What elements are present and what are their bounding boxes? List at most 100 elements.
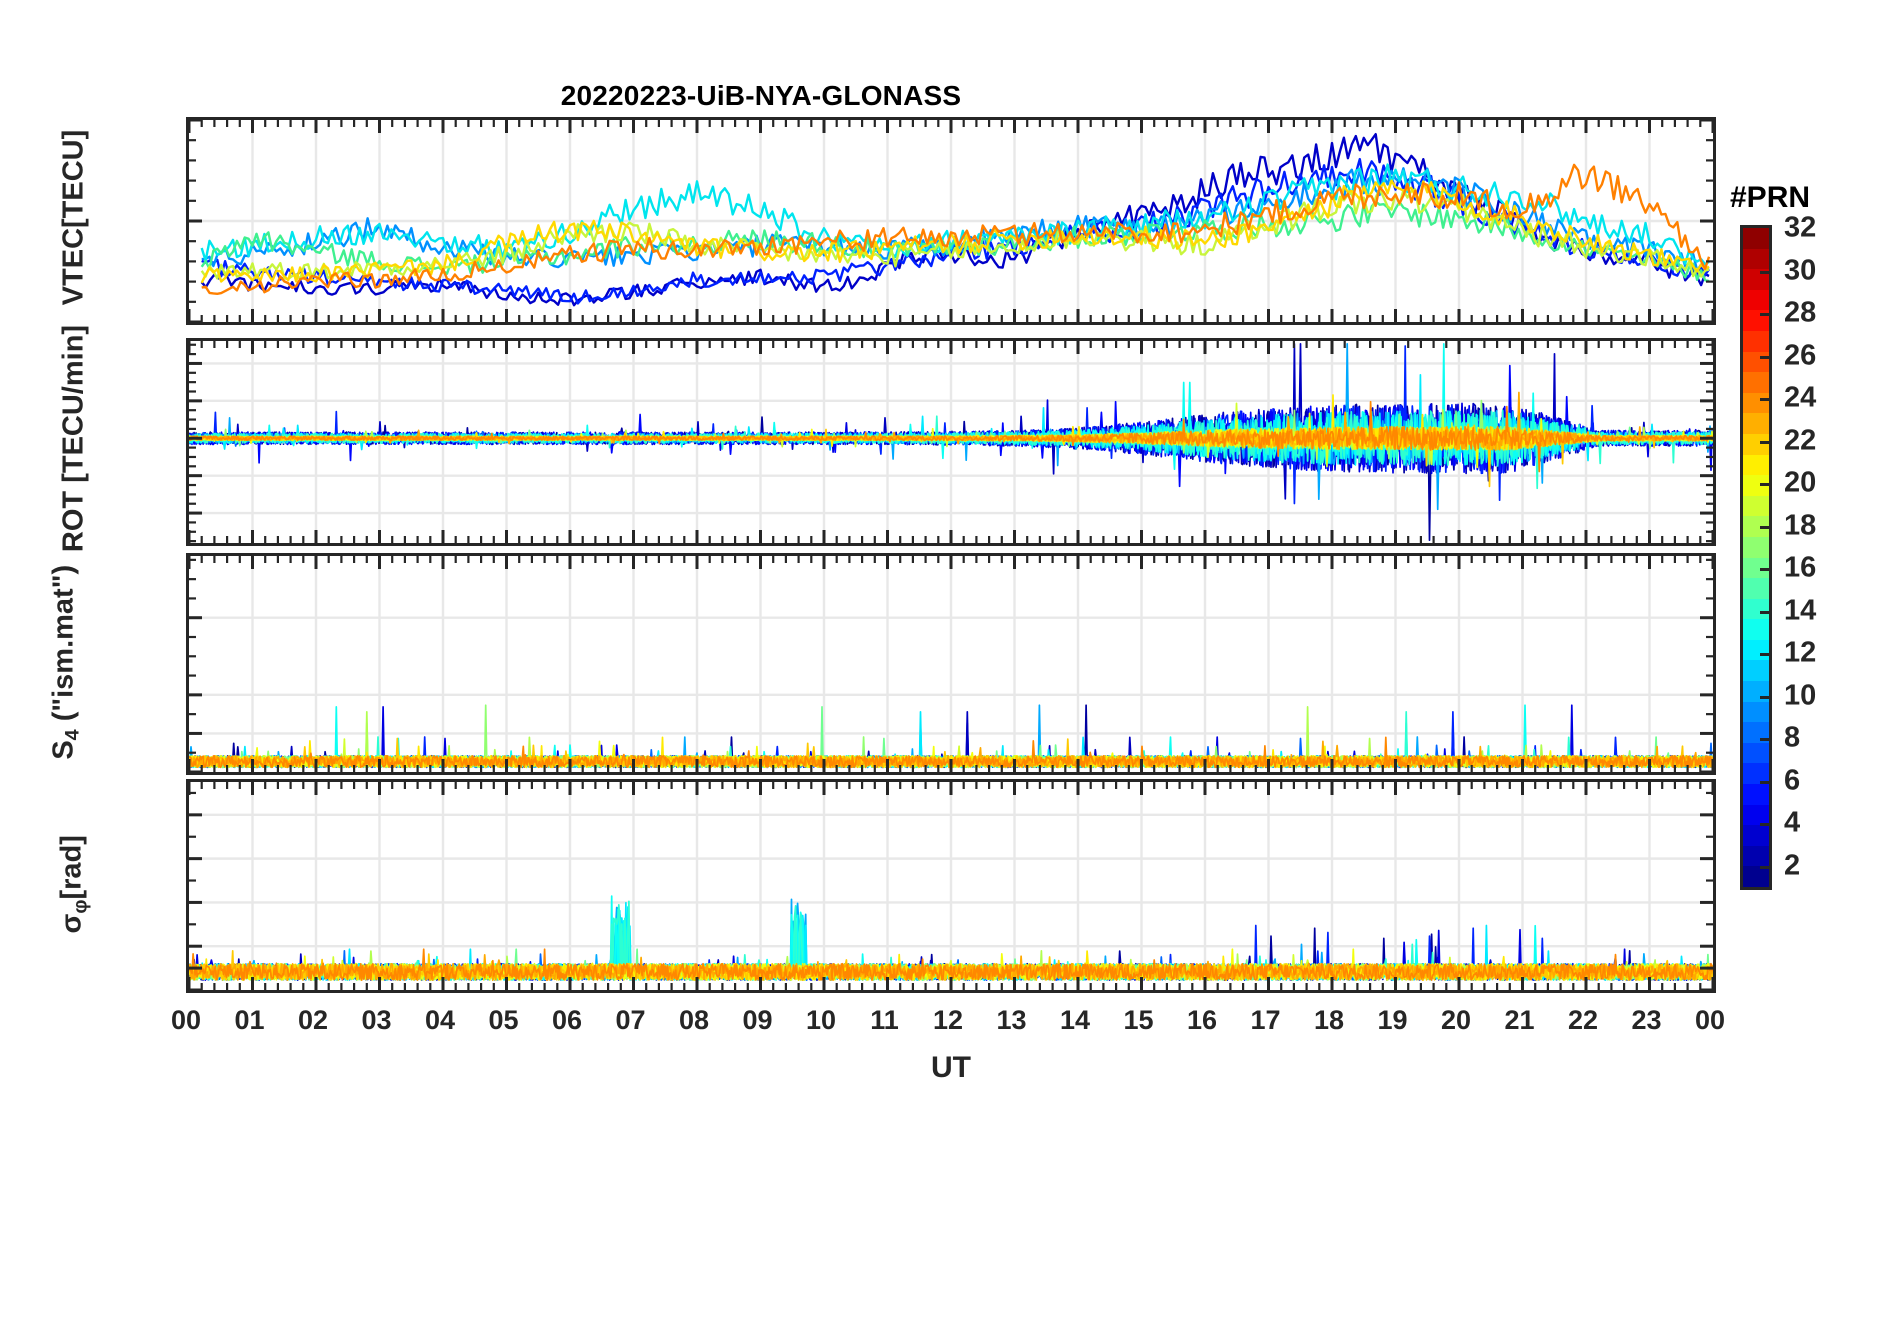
tick-marks (189, 120, 1713, 322)
colorbar-segment (1743, 619, 1769, 641)
colorbar-tick-label: 32 (1784, 211, 1817, 244)
figure-title-text: 20220223-UiB-NYA-GLONASS (560, 80, 962, 111)
x-tick-label: 14 (1059, 1005, 1091, 1035)
colorbar-tick-mark (1760, 398, 1769, 402)
tick-marks (189, 341, 1713, 543)
colorbar-segment (1743, 866, 1769, 887)
colorbar-tick-label: 30 (1784, 254, 1817, 287)
colorbar-segment (1743, 269, 1769, 291)
colorbar-segment (1743, 681, 1769, 703)
x-tick-label: 19 (1377, 1005, 1408, 1035)
colorbar-segment (1743, 557, 1769, 580)
colorbar-segment (1743, 845, 1769, 868)
colorbar-tick-mark (1760, 780, 1769, 784)
colorbar-tick-label: 16 (1784, 551, 1817, 584)
colorbar-segment (1743, 742, 1769, 765)
panel-plot-s4 (189, 556, 1713, 772)
x-tick-label: 11 (870, 1005, 899, 1035)
x-tick-label: 01 (234, 1005, 265, 1035)
colorbar-tick-label: 24 (1784, 381, 1817, 414)
colorbar-segment (1743, 372, 1769, 394)
x-tick-label: 13 (996, 1005, 1027, 1035)
x-axis-label: UT (931, 1051, 971, 1084)
colorbar-tick-label: 6 (1784, 764, 1801, 797)
colorbar-tick-mark (1760, 483, 1769, 487)
x-tick-label: 17 (1250, 1005, 1281, 1035)
colorbar-tick-label: 2 (1784, 849, 1801, 882)
colorbar-tick-mark (1760, 610, 1769, 614)
colorbar-segment (1743, 804, 1769, 827)
x-tick-label: 09 (742, 1005, 773, 1035)
panel-s4[interactable]: 00.10.20.4 (186, 553, 1716, 775)
x-tick-label: 00 (1694, 1005, 1726, 1035)
x-tick-label: 18 (1313, 1005, 1345, 1035)
colorbar-segment (1743, 475, 1769, 497)
colorbar-segment (1743, 495, 1769, 518)
colorbar-segment (1743, 660, 1769, 683)
colorbar-segment (1743, 433, 1769, 456)
colorbar-segment (1743, 392, 1769, 415)
y-axis-label-sigmaphi: σφ[rad] (55, 835, 92, 934)
colorbar-tick-mark (1760, 525, 1769, 529)
tick-marks (189, 556, 1713, 772)
data-traces (189, 342, 1713, 542)
colorbar-segment (1743, 763, 1769, 786)
x-tick-label: 16 (1186, 1005, 1218, 1035)
colorbar-tick-mark (1760, 355, 1769, 359)
colorbar-segment (1743, 701, 1769, 724)
panel-rot[interactable]: -4-2024 (186, 338, 1716, 546)
colorbar-tick-label: 8 (1784, 721, 1801, 754)
colorbar-segment (1743, 454, 1769, 477)
colorbar-segment (1743, 330, 1769, 353)
colorbar-segment (1743, 516, 1769, 538)
x-tick-label: 00 (170, 1005, 202, 1035)
colorbar-tick-label: 20 (1784, 466, 1817, 499)
colorbar-tick-mark (1760, 653, 1769, 657)
x-tick-label: 20 (1440, 1005, 1472, 1035)
colorbar-tick-mark (1760, 738, 1769, 742)
gridlines (189, 556, 1713, 772)
colorbar-segment (1743, 598, 1769, 621)
panel-plot-vtec (189, 120, 1713, 322)
gridlines (189, 782, 1713, 990)
colorbar-segment (1743, 639, 1769, 662)
colorbar-segment (1743, 784, 1769, 806)
colorbar-segment (1743, 578, 1769, 600)
x-tick-label: 05 (488, 1005, 519, 1035)
colorbar-tick-label: 14 (1784, 594, 1817, 627)
panel-plot-rot (189, 341, 1713, 543)
x-tick-label: 21 (1504, 1005, 1535, 1035)
panel-sigmaphi[interactable]: 00.10.20.40.60.8 (186, 779, 1716, 993)
colorbar-segment (1743, 289, 1769, 312)
x-tick-label: 22 (1567, 1005, 1599, 1035)
x-tick-label: 07 (615, 1005, 646, 1035)
colorbar-tick-label: 22 (1784, 424, 1817, 457)
x-tick-label: 02 (297, 1005, 329, 1035)
colorbar-tick-label: 10 (1784, 679, 1817, 712)
colorbar-tick-label: 26 (1784, 339, 1817, 372)
colorbar-gradient (1740, 225, 1772, 890)
colorbar-tick-mark (1760, 823, 1769, 827)
x-tick-label: 15 (1123, 1005, 1154, 1035)
colorbar-tick-mark (1760, 865, 1769, 869)
colorbar-tick-label: 4 (1784, 806, 1801, 839)
colorbar-tick-label: 28 (1784, 296, 1817, 329)
colorbar-tick-mark (1760, 270, 1769, 274)
colorbar-segment (1743, 248, 1769, 271)
colorbar-tick-label: 18 (1784, 509, 1817, 542)
tick-marks (189, 782, 1713, 990)
x-tick-label: 06 (551, 1005, 583, 1035)
colorbar-title: #PRN (1730, 181, 1811, 214)
colorbar-tick-mark (1760, 440, 1769, 444)
colorbar-segment (1743, 228, 1769, 250)
data-traces (200, 132, 1711, 307)
colorbar-segment (1743, 536, 1769, 559)
colorbar-tick-mark (1760, 313, 1769, 317)
x-tick-label: 23 (1631, 1005, 1662, 1035)
x-tick-label: 10 (805, 1005, 837, 1035)
colorbar-tick-mark (1760, 568, 1769, 572)
x-tick-label: 04 (424, 1005, 456, 1035)
panel-plot-sigmaphi (189, 782, 1713, 990)
